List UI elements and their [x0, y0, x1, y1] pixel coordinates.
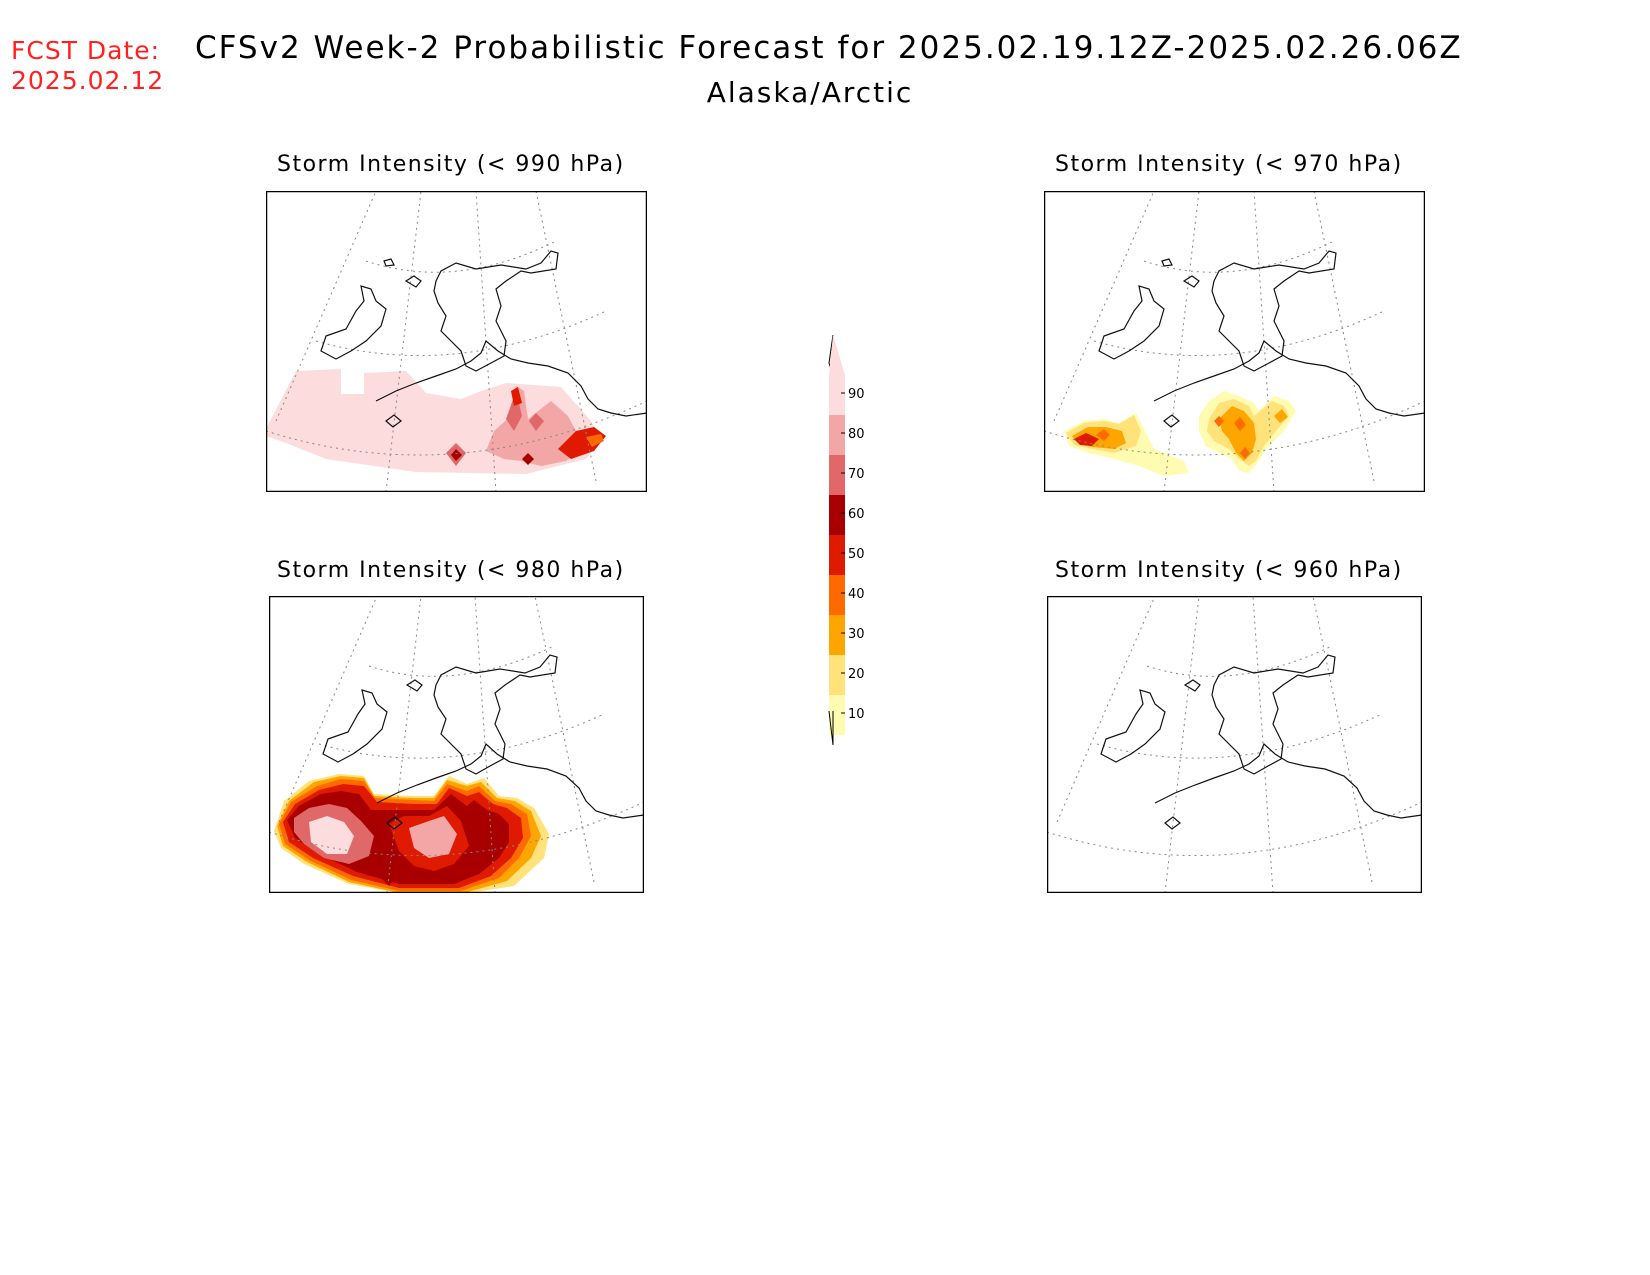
map-panel-970: [1044, 191, 1425, 492]
colorbar-swatch-4: [829, 535, 845, 575]
colorbar-swatch-5: [829, 575, 845, 615]
colorbar-swatch-3: [829, 495, 845, 535]
colorbar-swatch-7: [829, 655, 845, 695]
panel-title-970: Storm Intensity (< 970 hPa): [1055, 152, 1403, 177]
colorbar-label-60: 60: [848, 507, 865, 522]
panel-title-960: Storm Intensity (< 960 hPa): [1055, 558, 1403, 583]
colorbar-label-40: 40: [848, 587, 865, 602]
coastline-970: [1098, 250, 1425, 428]
fcst-date-block: FCST Date: 2025.02.12: [11, 36, 164, 96]
colorbar-cap-top: [829, 335, 845, 375]
map-panel-980: [269, 596, 644, 893]
colorbar: 90 80 70 60 50 40 30 20 10: [828, 335, 865, 745]
map-panel-960: [1047, 596, 1422, 893]
graticule-960: [1047, 596, 1422, 893]
graticule-980: [269, 596, 644, 893]
probability-fill-990: [266, 369, 606, 474]
panel-title-990: Storm Intensity (< 990 hPa): [277, 152, 625, 177]
fcst-date-label: FCST Date:: [11, 36, 161, 65]
colorbar-swatch-0: [829, 375, 845, 415]
colorbar-label-80: 80: [848, 427, 865, 442]
panel-title-980: Storm Intensity (< 980 hPa): [277, 558, 625, 583]
colorbar-swatch-1: [829, 415, 845, 455]
colorbar-label-90: 90: [848, 387, 865, 402]
page-subtitle: Alaska/Arctic: [706, 76, 914, 109]
coastline-980: [322, 654, 644, 830]
page-title: CFSv2 Week-2 Probabilistic Forecast for …: [195, 30, 1463, 66]
colorbar-label-20: 20: [848, 667, 865, 682]
probability-fill-980: [274, 774, 549, 893]
colorbar-swatch-6: [829, 615, 845, 655]
map-panel-990: [266, 191, 647, 492]
coastline-960: [1100, 654, 1422, 830]
colorbar-swatch-2: [829, 455, 845, 495]
coastline-990: [320, 250, 647, 428]
colorbar-label-10: 10: [848, 707, 865, 722]
probability-fill-970: [1064, 391, 1296, 476]
colorbar-label-30: 30: [848, 627, 865, 642]
fcst-date-value: 2025.02.12: [11, 66, 165, 95]
colorbar-label-50: 50: [848, 547, 865, 562]
colorbar-label-70: 70: [848, 467, 865, 482]
